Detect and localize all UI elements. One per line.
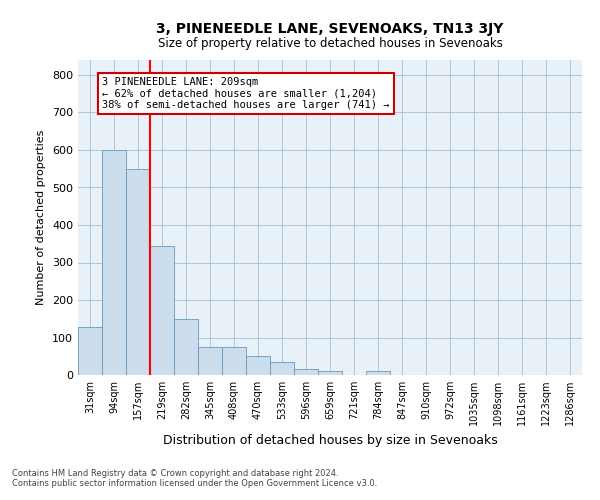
Bar [318,370,342,375]
Text: Contains HM Land Registry data © Crown copyright and database right 2024.: Contains HM Land Registry data © Crown c… [12,468,338,477]
Bar [78,327,102,375]
Bar [246,356,270,375]
Text: Size of property relative to detached houses in Sevenoaks: Size of property relative to detached ho… [158,38,502,51]
Text: 3 PINENEEDLE LANE: 209sqm
← 62% of detached houses are smaller (1,204)
38% of se: 3 PINENEEDLE LANE: 209sqm ← 62% of detac… [102,77,389,110]
Bar [294,370,318,375]
Bar [222,347,246,375]
Bar [102,150,126,375]
Bar [198,347,222,375]
Y-axis label: Number of detached properties: Number of detached properties [37,130,46,305]
Bar [126,169,150,375]
X-axis label: Distribution of detached houses by size in Sevenoaks: Distribution of detached houses by size … [163,434,497,446]
Bar [270,362,294,375]
Text: Contains public sector information licensed under the Open Government Licence v3: Contains public sector information licen… [12,478,377,488]
Bar [174,319,198,375]
Bar [150,246,174,375]
Text: 3, PINENEEDLE LANE, SEVENOAKS, TN13 3JY: 3, PINENEEDLE LANE, SEVENOAKS, TN13 3JY [157,22,503,36]
Bar [366,370,390,375]
